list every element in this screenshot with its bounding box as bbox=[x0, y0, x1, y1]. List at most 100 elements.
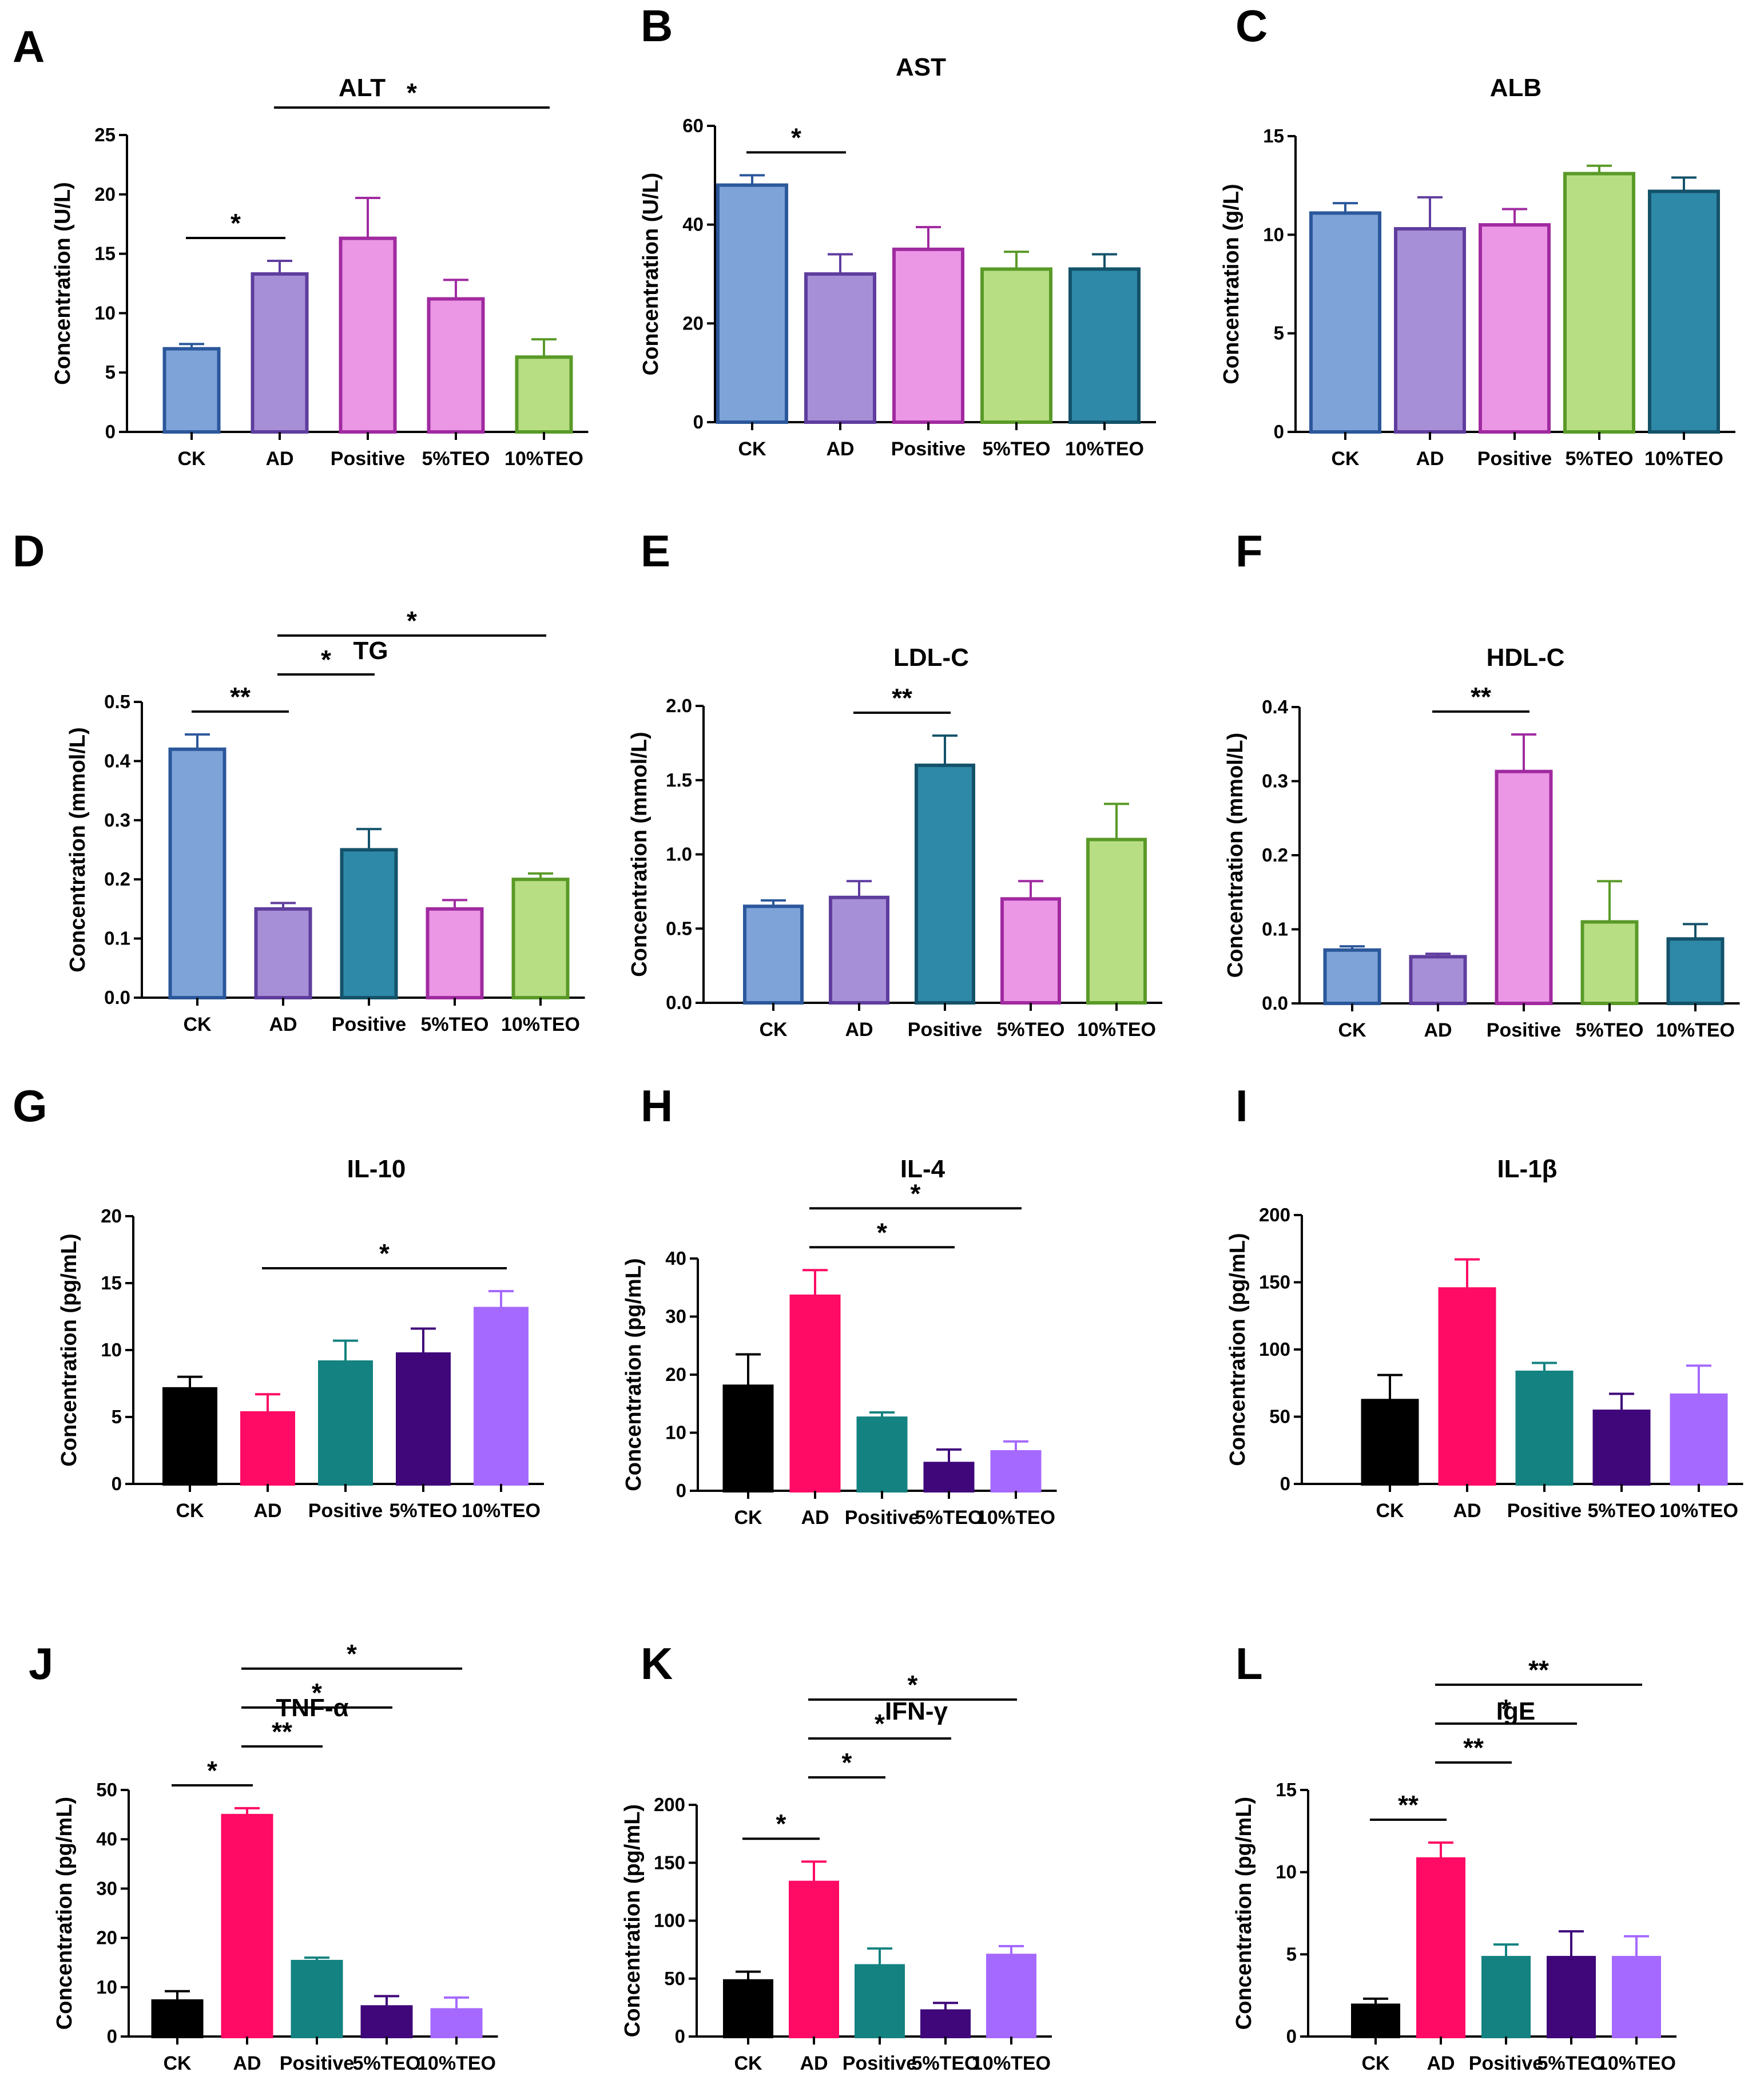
y-tick-label: 0 bbox=[105, 421, 116, 442]
panel-letter: D bbox=[13, 526, 45, 576]
bar-10%TEO bbox=[986, 1954, 1036, 2038]
y-tick-label: 10 bbox=[101, 1339, 122, 1360]
significance-label: * bbox=[312, 1678, 322, 1708]
chart-panel-L: L IgE Concentration (pg/mL) 0 5 10 15 CK AD Posit… bbox=[1232, 1638, 1676, 2074]
x-tick-label: CK bbox=[176, 1500, 204, 1522]
x-tick-label: AD bbox=[233, 2053, 261, 2074]
x-tick-label: Positive bbox=[843, 2053, 917, 2074]
bar-5%TEO bbox=[360, 2005, 413, 2039]
panel-letter: L bbox=[1235, 1638, 1263, 1689]
x-tick-label: 5%TEO bbox=[911, 2053, 979, 2074]
bar-CK bbox=[151, 1999, 204, 2039]
x-tick-label: Positive bbox=[331, 448, 405, 470]
y-tick-label: 0.3 bbox=[104, 809, 130, 831]
x-tick-label: CK bbox=[759, 1019, 788, 1041]
significance-label: * bbox=[908, 1670, 918, 1700]
y-tick-label: 20 bbox=[94, 184, 116, 205]
x-tick-label: AD bbox=[801, 1507, 829, 1529]
bar-Positive bbox=[1479, 223, 1551, 434]
bar-Positive bbox=[892, 247, 964, 424]
y-tick-label: 5 bbox=[1274, 323, 1284, 344]
y-tick-label: 0 bbox=[693, 411, 704, 432]
y-tick-label: 50 bbox=[1269, 1406, 1290, 1427]
x-tick-label: AD bbox=[1424, 1019, 1452, 1041]
bar-CK bbox=[168, 747, 227, 999]
y-tick-label: 5 bbox=[1286, 1943, 1297, 1964]
chart-title: IL-10 bbox=[347, 1155, 406, 1183]
y-tick-label: 0.4 bbox=[104, 750, 131, 771]
y-tick-label: 0.0 bbox=[666, 992, 692, 1013]
x-tick-label: 5%TEO bbox=[1537, 2053, 1605, 2074]
bar-5%TEO bbox=[427, 297, 485, 434]
y-tick-label: 15 bbox=[94, 243, 116, 264]
x-tick-label: Positive bbox=[845, 1507, 919, 1529]
y-tick-label: 0.0 bbox=[104, 987, 130, 1008]
bar-5%TEO bbox=[980, 267, 1052, 424]
panel-letter: H bbox=[641, 1081, 673, 1131]
significance-label: ** bbox=[1471, 682, 1491, 712]
y-tick-label: 15 bbox=[101, 1272, 122, 1293]
chart-panel-D: D TG Concentration (mmol/L) 0.0 0.1 0.2 0.3 0.4… bbox=[13, 526, 585, 1035]
bar-AD bbox=[1394, 227, 1466, 434]
y-tick-label: 20 bbox=[96, 1927, 117, 1948]
chart-title: LDL-C bbox=[893, 644, 969, 672]
x-tick-label: 10%TEO bbox=[417, 2053, 496, 2074]
bar-AD bbox=[829, 895, 889, 1005]
y-axis-label: Concentration (pg/mL) bbox=[622, 1258, 646, 1491]
y-tick-label: 0.1 bbox=[1262, 919, 1288, 940]
x-tick-label: CK bbox=[734, 1507, 762, 1529]
bar-Positive bbox=[1481, 1956, 1531, 2039]
chart-panel-G: G IL-10 Concentration (pg/mL) 0 5 10 15 20 CK AD P… bbox=[13, 1081, 544, 1522]
chart-panel-B: B AST Concentration (U/L) 0 20 40 60 CK AD Positi… bbox=[639, 1, 1156, 460]
significance-label: * bbox=[347, 1639, 357, 1669]
y-axis-label: Concentration (pg/mL) bbox=[57, 1233, 81, 1466]
chart-panel-C: C ALB Concentration (g/L) 0 5 10 15 CK AD Positiv… bbox=[1219, 1, 1735, 470]
y-tick-label: 100 bbox=[654, 1910, 685, 1931]
x-tick-label: 10%TEO bbox=[1597, 2053, 1676, 2074]
x-tick-label: 10%TEO bbox=[1644, 448, 1723, 470]
x-tick-label: CK bbox=[1331, 448, 1360, 470]
x-tick-label: 5%TEO bbox=[420, 1014, 488, 1035]
chart-title: AST bbox=[896, 53, 946, 81]
bar-AD bbox=[221, 1813, 273, 2038]
bar-CK bbox=[162, 347, 221, 434]
bar-AD bbox=[789, 1880, 839, 2039]
y-tick-label: 20 bbox=[665, 1364, 686, 1385]
y-tick-label: 15 bbox=[1276, 1779, 1297, 1800]
x-tick-label: AD bbox=[826, 438, 854, 460]
y-tick-label: 50 bbox=[664, 1968, 685, 1989]
bar-10%TEO bbox=[474, 1307, 529, 1486]
bar-CK bbox=[1323, 948, 1381, 1006]
x-tick-label: AD bbox=[1416, 448, 1444, 470]
bar-AD bbox=[789, 1294, 841, 1493]
x-tick-label: 10%TEO bbox=[1077, 1019, 1156, 1041]
y-tick-label: 20 bbox=[101, 1205, 122, 1226]
y-tick-label: 15 bbox=[1263, 125, 1284, 146]
bar-AD bbox=[251, 272, 309, 434]
significance-label: * bbox=[321, 645, 331, 674]
bar-10%TEO bbox=[1670, 1393, 1728, 1486]
x-tick-label: Positive bbox=[891, 438, 966, 460]
y-tick-label: 20 bbox=[682, 312, 704, 334]
panel-letter: K bbox=[641, 1638, 673, 1689]
x-tick-label: 10%TEO bbox=[976, 1507, 1055, 1529]
significance-label: * bbox=[407, 78, 417, 108]
bar-10%TEO bbox=[1612, 1956, 1661, 2039]
bar-CK bbox=[1351, 2003, 1400, 2039]
bar-10%TEO bbox=[430, 2008, 483, 2038]
bar-Positive bbox=[855, 1964, 905, 2039]
bar-Positive bbox=[1495, 769, 1553, 1006]
bar-10%TEO bbox=[1666, 937, 1725, 1005]
bar-AD bbox=[1438, 1287, 1496, 1486]
bar-10%TEO bbox=[515, 355, 573, 434]
x-tick-label: AD bbox=[265, 448, 293, 470]
bar-Positive bbox=[339, 236, 397, 434]
x-tick-label: CK bbox=[1361, 2053, 1390, 2074]
bar-AD bbox=[254, 907, 312, 1000]
x-tick-label: 5%TEO bbox=[422, 448, 490, 470]
chart-title: IgE bbox=[1496, 1697, 1535, 1725]
panel-letter: G bbox=[13, 1081, 47, 1131]
chart-panel-F: F HDL-C Concentration (mmol/L) 0.0 0.1 0.2 0.3… bbox=[1223, 526, 1740, 1041]
y-tick-label: 2.0 bbox=[666, 695, 692, 716]
